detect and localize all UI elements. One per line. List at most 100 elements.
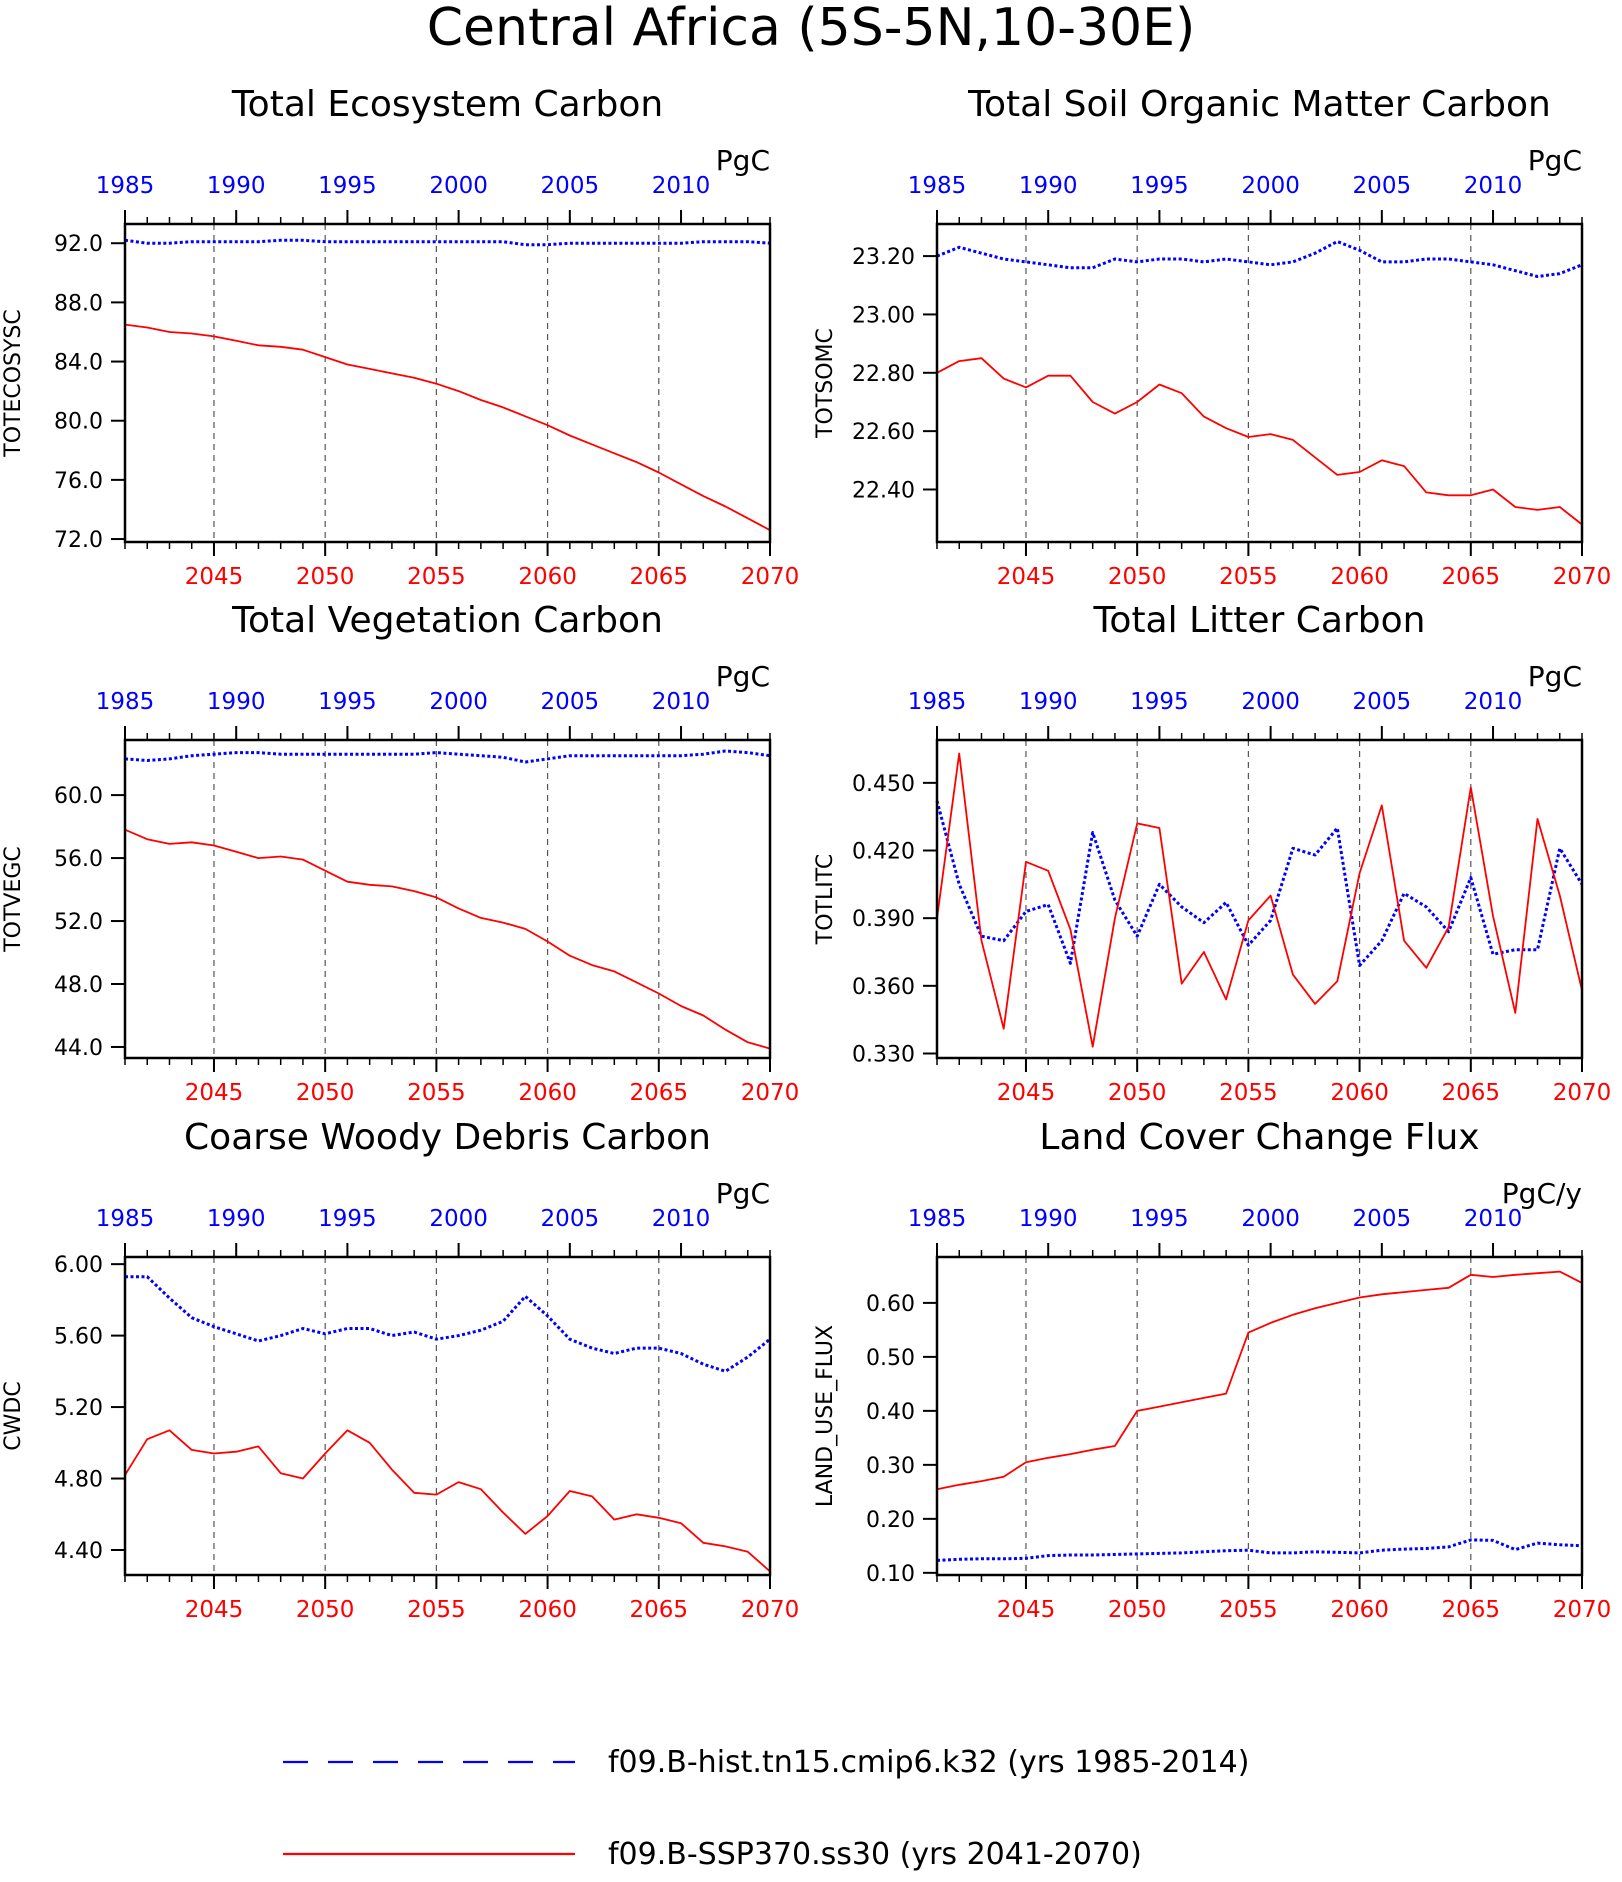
series-line-hist <box>125 1275 771 1373</box>
x-tick-label-top: 2000 <box>429 689 488 715</box>
x-tick-label-top: 1990 <box>207 689 266 715</box>
x-tick-label-bottom: 2050 <box>296 1080 355 1106</box>
y-tick-label: 48.0 <box>54 973 103 998</box>
legend: f09.B-hist.tn15.cmip6.k32 (yrs 1985-2014… <box>283 1745 1249 1872</box>
panel-title: Land Cover Change Flux <box>1039 1117 1479 1158</box>
x-tick-label-bottom: 2065 <box>630 1597 689 1623</box>
panel-land-cover-change-flux: Land Cover Change Flux PgC/y LAND_USE_FLUX… <box>813 1117 1611 1623</box>
x-tick-label-bottom: 2055 <box>407 1080 466 1106</box>
y-tick-label: 52.0 <box>54 910 103 935</box>
y-tick-label: 4.80 <box>54 1468 103 1493</box>
panel-title: Total Ecosystem Carbon <box>231 84 663 125</box>
y-tick-label: 60.0 <box>54 784 103 809</box>
x-tick-label-bottom: 2060 <box>518 1080 577 1106</box>
x-tick-label-top: 1995 <box>318 1206 377 1232</box>
x-tick-label-bottom: 2050 <box>296 564 355 590</box>
y-axis-label: TOTSOMC <box>813 328 838 439</box>
series-line-hist <box>935 800 1584 967</box>
series-line-ssp <box>936 1270 1583 1491</box>
y-tick-label: 23.00 <box>852 303 915 328</box>
x-tick-label-top: 1995 <box>1130 173 1189 199</box>
series-line-ssp <box>936 752 1583 1048</box>
y-tick-label: 72.0 <box>54 528 103 553</box>
x-tick-label-top: 2005 <box>541 1206 600 1232</box>
panel-total-soil-organic-matter-carbon: Total Soil Organic Matter Carbon PgC TOTSO… <box>813 84 1611 590</box>
figure-title: Central Africa (5S-5N,10-30E) <box>427 0 1196 58</box>
panels: Total Ecosystem Carbon PgC TOTECOSYSC 2045 2… <box>1 84 1611 1623</box>
y-axis-label: TOTVEGC <box>1 846 26 953</box>
x-tick-label-top: 1995 <box>318 689 377 715</box>
y-tick-label: 92.0 <box>54 232 103 257</box>
plot-frame <box>123 222 772 544</box>
x-tick-label-top: 2010 <box>652 1206 711 1232</box>
y-tick-label: 0.40 <box>866 1400 915 1425</box>
y-tick-label: 22.40 <box>852 478 915 503</box>
x-tick-label-bottom: 2055 <box>1219 1080 1278 1106</box>
series-line-ssp <box>124 323 771 531</box>
y-axis-label: CWDC <box>1 1381 26 1450</box>
series-line-ssp <box>936 357 1583 526</box>
units-label: PgC <box>1528 144 1582 177</box>
x-tick-label-top: 1985 <box>908 689 967 715</box>
y-tick-label: 44.0 <box>54 1036 103 1061</box>
panel-title: Total Litter Carbon <box>1093 600 1426 641</box>
panel-total-vegetation-carbon: Total Vegetation Carbon PgC TOTVEGC 2045 205… <box>1 600 799 1106</box>
series-line-hist <box>124 238 771 247</box>
x-tick-label-bottom: 2045 <box>997 1597 1056 1623</box>
y-tick-label: 6.00 <box>54 1253 103 1278</box>
y-tick-label: 0.390 <box>852 907 915 932</box>
units-label: PgC <box>716 660 770 693</box>
series-line-hist <box>124 749 771 764</box>
x-tick-label-top: 1995 <box>1130 689 1189 715</box>
panel-total-litter-carbon: Total Litter Carbon PgC TOTLITC 2045 2050 205… <box>813 600 1611 1106</box>
y-tick-label: 5.60 <box>54 1325 103 1350</box>
x-tick-label-top: 2010 <box>1464 689 1523 715</box>
x-tick-label-top: 2005 <box>1353 689 1412 715</box>
plot-frame <box>935 1255 1584 1577</box>
x-tick-label-bottom: 2070 <box>1553 1080 1612 1106</box>
y-tick-label: 0.10 <box>866 1562 915 1587</box>
plot-frame <box>123 1255 772 1577</box>
x-tick-label-top: 1985 <box>96 173 155 199</box>
series-line-ssp <box>124 1429 771 1573</box>
y-tick-label: 56.0 <box>54 847 103 872</box>
x-tick-label-bottom: 2065 <box>1442 1597 1501 1623</box>
x-tick-label-bottom: 2050 <box>296 1597 355 1623</box>
x-tick-label-bottom: 2055 <box>1219 1597 1278 1623</box>
x-tick-label-bottom: 2065 <box>630 564 689 590</box>
x-tick-label-top: 1990 <box>207 1206 266 1232</box>
plot-frame <box>935 738 1584 1060</box>
x-tick-label-bottom: 2070 <box>741 1080 800 1106</box>
y-tick-label: 0.360 <box>852 975 915 1000</box>
y-axis-label: TOTECOSYSC <box>1 309 26 458</box>
series-line-hist <box>936 1538 1583 1562</box>
x-tick-label-bottom: 2055 <box>407 564 466 590</box>
y-tick-label: 23.20 <box>852 245 915 270</box>
x-tick-label-bottom: 2045 <box>185 1080 244 1106</box>
x-tick-label-top: 1990 <box>1019 1206 1078 1232</box>
x-tick-label-top: 1985 <box>96 689 155 715</box>
y-tick-label: 76.0 <box>54 469 103 494</box>
x-tick-label-bottom: 2055 <box>1219 564 1278 590</box>
x-tick-label-bottom: 2050 <box>1108 564 1167 590</box>
y-tick-label: 88.0 <box>54 291 103 316</box>
x-tick-label-top: 1995 <box>1130 1206 1189 1232</box>
x-tick-label-bottom: 2070 <box>741 1597 800 1623</box>
x-tick-label-bottom: 2055 <box>407 1597 466 1623</box>
x-tick-label-bottom: 2060 <box>1330 1080 1389 1106</box>
legend-label-2: f09.B-SSP370.ss30 (yrs 2041-2070) <box>608 1837 1142 1872</box>
y-tick-label: 0.30 <box>866 1454 915 1479</box>
x-tick-label-top: 1990 <box>207 173 266 199</box>
x-tick-label-top: 2000 <box>1241 1206 1300 1232</box>
x-tick-label-bottom: 2060 <box>1330 564 1389 590</box>
x-tick-label-top: 2000 <box>1241 689 1300 715</box>
x-tick-label-bottom: 2070 <box>1553 564 1612 590</box>
x-tick-label-top: 2010 <box>652 173 711 199</box>
x-tick-label-top: 2005 <box>541 689 600 715</box>
units-label: PgC/y <box>1502 1177 1582 1210</box>
plot-frame <box>123 738 772 1060</box>
y-tick-label: 22.80 <box>852 362 915 387</box>
panel-total-ecosystem-carbon: Total Ecosystem Carbon PgC TOTECOSYSC 2045 2… <box>1 84 799 590</box>
